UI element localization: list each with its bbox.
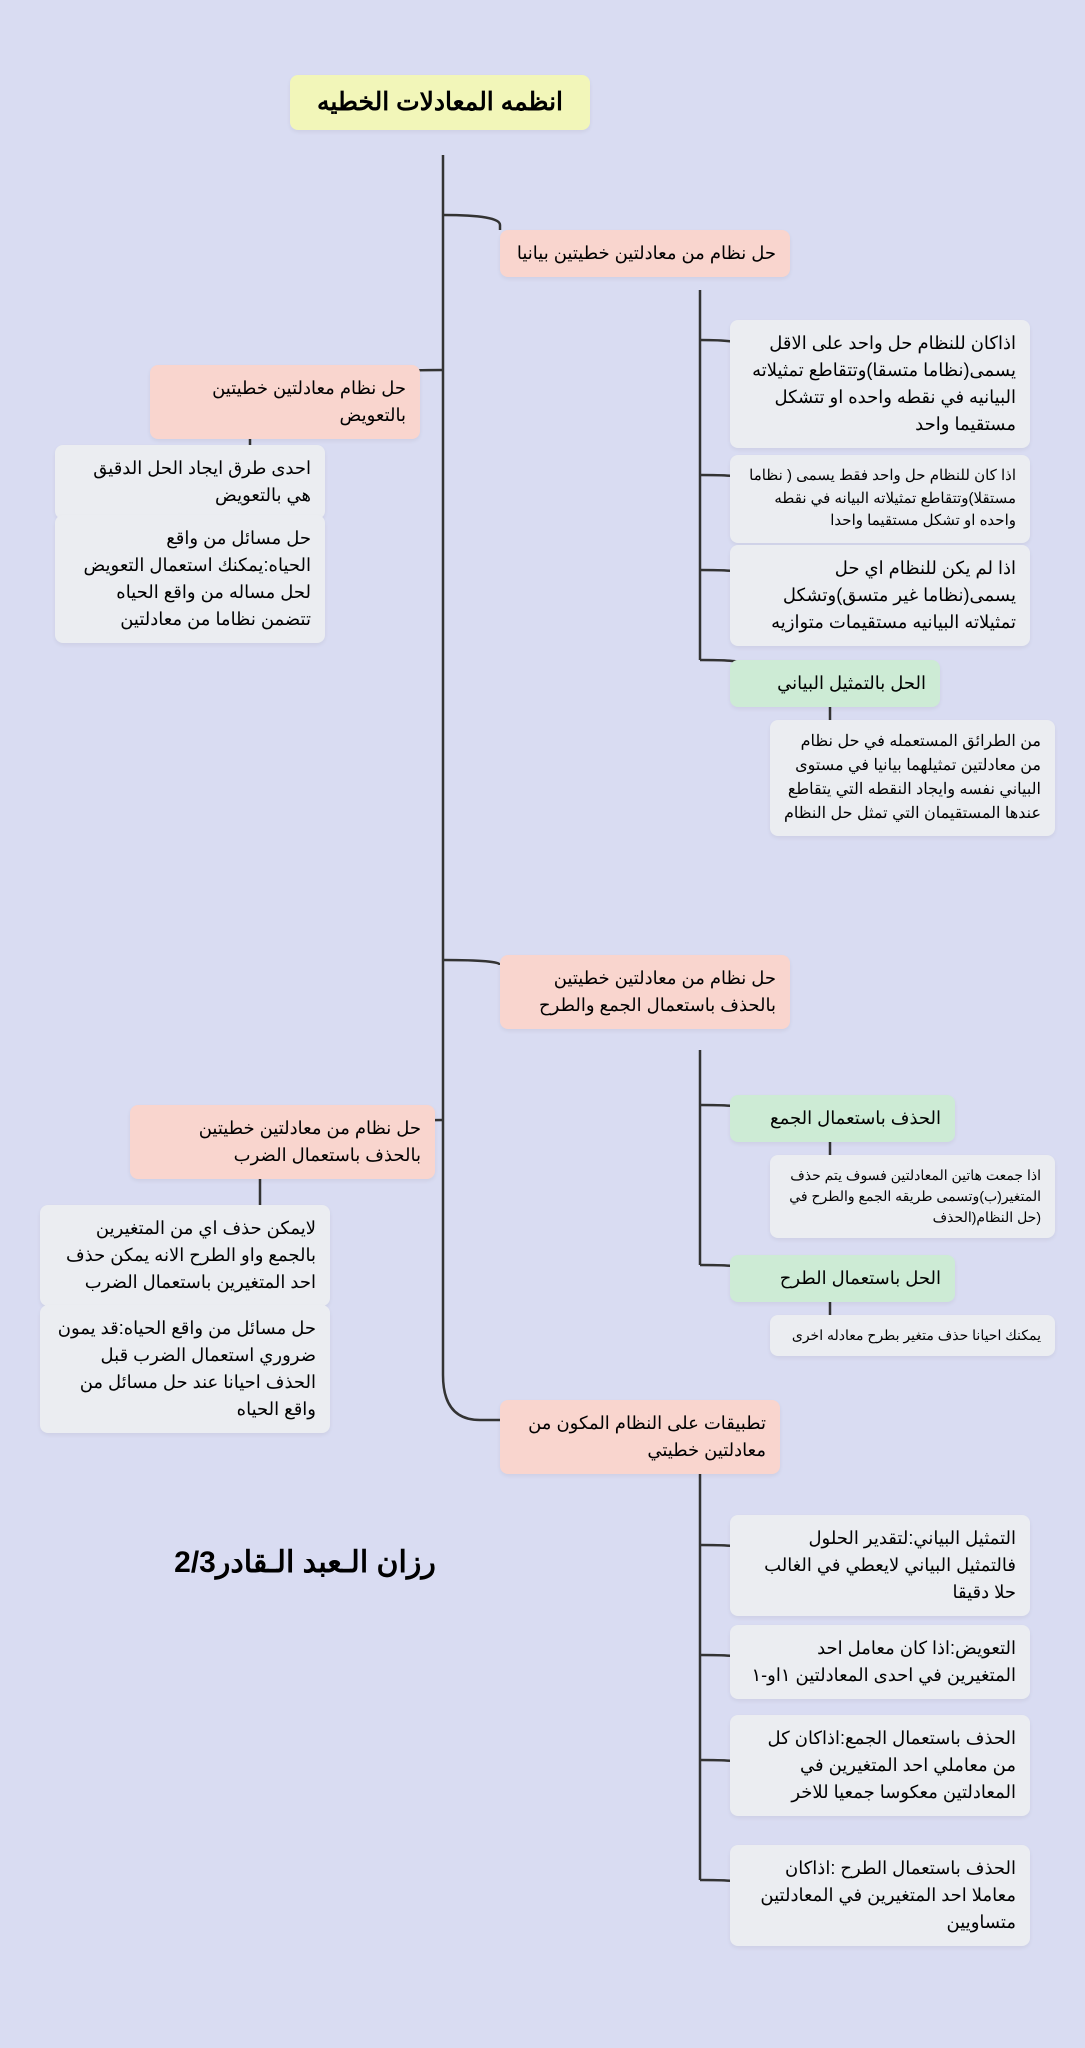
node-text: التمثيل البياني:لتقدير الحلول فالتمثيل ا… <box>764 1528 1016 1602</box>
node-text: الحذف باستعمال الطرح :اذاكان معاملا احد … <box>760 1858 1016 1932</box>
node-apps-child1: التمثيل البياني:لتقدير الحلول فالتمثيل ا… <box>730 1515 1030 1616</box>
node-text: لايمكن حذف اي من المتغيرين بالجمع واو ال… <box>66 1218 316 1292</box>
node-apps-child4: الحذف باستعمال الطرح :اذاكان معاملا احد … <box>730 1845 1030 1946</box>
node-text: الحذف باستعمال الجمع:اذاكان كل من معاملي… <box>768 1728 1016 1802</box>
author-credit: رزان الـعبد الـقادر2/3 <box>90 1545 520 1580</box>
node-text: اذاكان للنظام حل واحد على الاقل يسمى(نظا… <box>752 333 1016 434</box>
node-graph-child3: اذا لم يكن للنظام اي حل يسمى(نظاما غير م… <box>730 545 1030 646</box>
node-apps: تطبيقات على النظام المكون من معادلتين خط… <box>500 1400 780 1474</box>
node-graph-child1: اذاكان للنظام حل واحد على الاقل يسمى(نظا… <box>730 320 1030 448</box>
node-text: حل نظام من معادلتين خطيتين بالحذف باستعم… <box>539 968 776 1015</box>
node-elim-add-child: اذا جمعت هاتين المعادلتين فسوف يتم حذف ا… <box>770 1155 1055 1238</box>
node-substitution: حل نظام معادلتين خطيتين بالتعويض <box>150 365 420 439</box>
author-text: رزان الـعبد الـقادر2/3 <box>174 1546 436 1579</box>
node-graph-child2: اذا كان للنظام حل واحد فقط يسمى ( نظاما … <box>730 455 1030 543</box>
title-text: انظمه المعادلات الخطيه <box>317 88 563 116</box>
node-graph-solution: الحل بالتمثيل البياني <box>730 660 940 707</box>
node-text: حل نظام من معادلتين خطيتين بيانيا <box>517 243 776 263</box>
node-text: الحل بالتمثيل البياني <box>777 673 926 693</box>
node-apps-child3: الحذف باستعمال الجمع:اذاكان كل من معاملي… <box>730 1715 1030 1816</box>
node-elim-sub-child: يمكنك احيانا حذف متغير بطرح معادله اخرى <box>770 1315 1055 1356</box>
node-sub-child1: احدى طرق ايجاد الحل الدقيق هي بالتعويض <box>55 445 325 519</box>
node-text: حل مسائل من واقع الحياه:قد يمون ضروري اس… <box>58 1318 316 1419</box>
node-elim-add: الحذف باستعمال الجمع <box>730 1095 955 1142</box>
node-elim-addsub: حل نظام من معادلتين خطيتين بالحذف باستعم… <box>500 955 790 1029</box>
node-text: حل نظام من معادلتين خطيتين بالحذف باستعم… <box>199 1118 421 1165</box>
node-graphical: حل نظام من معادلتين خطيتين بيانيا <box>500 230 790 277</box>
node-text: حل مسائل من واقع الحياه:يمكنك استعمال ال… <box>83 528 311 629</box>
node-text: التعويض:اذا كان معامل احد المتغيرين في ا… <box>751 1638 1016 1685</box>
node-elim-mul: حل نظام من معادلتين خطيتين بالحذف باستعم… <box>130 1105 435 1179</box>
node-apps-child2: التعويض:اذا كان معامل احد المتغيرين في ا… <box>730 1625 1030 1699</box>
node-graph-solution-child: من الطرائق المستعمله في حل نظام من معادل… <box>770 720 1055 836</box>
node-text: الحذف باستعمال الجمع <box>770 1108 941 1128</box>
node-text: الحل باستعمال الطرح <box>780 1268 941 1288</box>
node-text: اذا كان للنظام حل واحد فقط يسمى ( نظاما … <box>749 467 1016 529</box>
title-node: انظمه المعادلات الخطيه <box>290 75 590 130</box>
node-text: من الطرائق المستعمله في حل نظام من معادل… <box>784 733 1041 822</box>
node-text: تطبيقات على النظام المكون من معادلتين خط… <box>528 1413 766 1460</box>
node-text: احدى طرق ايجاد الحل الدقيق هي بالتعويض <box>93 458 311 505</box>
node-text: اذا جمعت هاتين المعادلتين فسوف يتم حذف ا… <box>789 1167 1041 1225</box>
node-text: حل نظام معادلتين خطيتين بالتعويض <box>212 378 406 425</box>
node-text: يمكنك احيانا حذف متغير بطرح معادله اخرى <box>792 1327 1041 1343</box>
node-elim-sub: الحل باستعمال الطرح <box>730 1255 955 1302</box>
node-text: اذا لم يكن للنظام اي حل يسمى(نظاما غير م… <box>771 558 1016 632</box>
node-elim-mul-child1: لايمكن حذف اي من المتغيرين بالجمع واو ال… <box>40 1205 330 1306</box>
node-elim-mul-child2: حل مسائل من واقع الحياه:قد يمون ضروري اس… <box>40 1305 330 1433</box>
node-sub-child2: حل مسائل من واقع الحياه:يمكنك استعمال ال… <box>55 515 325 643</box>
